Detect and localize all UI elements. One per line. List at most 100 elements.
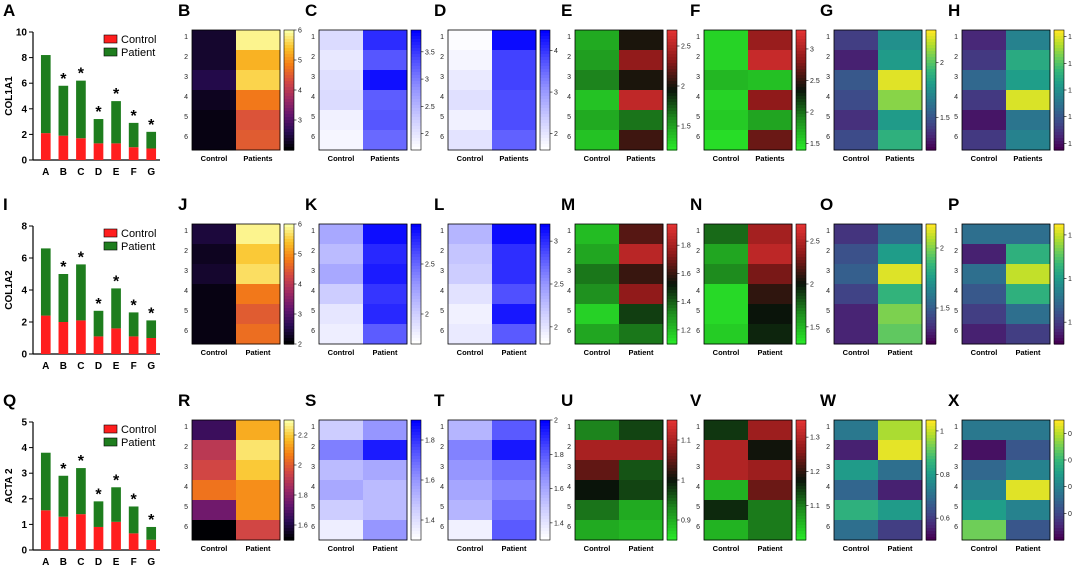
colorbar-segment <box>796 135 806 139</box>
colorbar-segment <box>411 459 421 463</box>
colorbar-tick-label: 5 <box>298 252 302 259</box>
colorbar-tick-label: 1.2 <box>1068 276 1072 283</box>
heatmap-cell <box>192 110 237 131</box>
column-label: Patient <box>887 348 913 357</box>
colorbar-segment <box>1054 239 1064 243</box>
panel-label: T <box>434 391 445 410</box>
colorbar-segment <box>540 501 550 505</box>
colorbar-segment <box>1054 531 1064 535</box>
colorbar-segment <box>284 224 294 228</box>
panel-label: Q <box>3 391 16 410</box>
heatmap-cell <box>192 420 237 441</box>
colorbar-segment <box>667 57 677 61</box>
colorbar-segment <box>667 501 677 505</box>
heatmap-cell <box>619 440 664 461</box>
colorbar-segment <box>1054 132 1064 136</box>
heatmap-cell <box>878 224 923 245</box>
heatmap-frame <box>574 29 664 151</box>
colorbar-segment <box>540 99 550 103</box>
heatmap-cell <box>319 244 364 265</box>
colorbar-segment <box>926 224 936 228</box>
colorbar-segment <box>667 534 677 538</box>
heatmap-cell <box>236 520 281 541</box>
colorbar-segment <box>926 278 936 282</box>
heatmap-cell <box>1006 324 1051 345</box>
colorbar-segment <box>411 335 421 339</box>
colorbar-segment <box>926 48 936 52</box>
heatmap-cell <box>878 130 923 151</box>
colorbar-segment <box>411 480 421 484</box>
heatmap-cell <box>448 90 493 111</box>
row-label: 2 <box>954 444 958 451</box>
row-label: 5 <box>826 114 830 121</box>
heatmap-cell <box>575 130 620 151</box>
colorbar-segment <box>540 260 550 264</box>
bar-patient-G <box>146 320 157 338</box>
row-label: 1 <box>567 34 571 41</box>
colorbar-segment <box>540 66 550 70</box>
colorbar-segment <box>796 78 806 82</box>
colorbar-segment <box>926 299 936 303</box>
colorbar-segment <box>540 528 550 532</box>
row-label: 5 <box>440 114 444 121</box>
colorbar-segment <box>1054 242 1064 246</box>
heatmap-cell <box>575 460 620 481</box>
y-tick-label: 8 <box>21 53 27 64</box>
heatmap-cell <box>834 244 879 265</box>
heatmap-cell <box>962 110 1007 131</box>
colorbar-segment <box>284 257 294 261</box>
heatmap-cell <box>448 70 493 91</box>
colorbar-segment <box>540 272 550 276</box>
row-label: 5 <box>696 504 700 511</box>
colorbar-segment <box>411 468 421 472</box>
row-label: 1 <box>440 34 444 41</box>
colorbar-segment <box>1054 51 1064 55</box>
bar-control-A <box>40 133 51 160</box>
colorbar-segment <box>411 242 421 246</box>
heatmap-cell <box>619 30 664 51</box>
colorbar-segment <box>411 522 421 526</box>
colorbar-segment <box>667 489 677 493</box>
colorbar-segment <box>667 492 677 496</box>
colorbar-segment <box>540 123 550 127</box>
colorbar-segment <box>796 227 806 231</box>
heatmap-cell <box>319 520 364 541</box>
colorbar-segment <box>411 474 421 478</box>
colorbar-segment <box>540 296 550 300</box>
row-label: 1 <box>826 34 830 41</box>
colorbar-segment <box>540 75 550 79</box>
colorbar-segment <box>540 507 550 511</box>
colorbar-segment <box>667 326 677 330</box>
heatmap-frame <box>318 29 408 151</box>
heatmap-cell <box>492 90 537 111</box>
colorbar-segment <box>284 495 294 499</box>
colorbar-tick-label: 0.8 <box>940 472 950 479</box>
colorbar-segment <box>411 39 421 43</box>
colorbar-segment <box>1054 489 1064 493</box>
colorbar-segment <box>284 45 294 49</box>
colorbar-tick-label: 3 <box>810 46 814 53</box>
heatmap-cell <box>575 520 620 541</box>
colorbar-segment <box>667 123 677 127</box>
column-label: Control <box>713 544 740 553</box>
colorbar-segment <box>1054 233 1064 237</box>
colorbar-tick-label: 1.1 <box>810 503 820 510</box>
heatmap-cell <box>319 30 364 51</box>
colorbar-segment <box>284 236 294 240</box>
colorbar-segment <box>411 75 421 79</box>
row-label: 5 <box>311 504 315 511</box>
heatmap-cell <box>319 324 364 345</box>
colorbar-frame <box>410 223 422 345</box>
colorbar-segment <box>540 317 550 321</box>
colorbar-segment <box>1054 287 1064 291</box>
row-label: 5 <box>184 114 188 121</box>
colorbar-segment <box>284 459 294 463</box>
colorbar-segment <box>796 459 806 463</box>
colorbar-segment <box>540 135 550 139</box>
heatmap-cell <box>363 304 408 325</box>
bar-patient-E <box>111 487 121 522</box>
colorbar-segment <box>540 323 550 327</box>
heatmap-cell <box>236 500 281 521</box>
